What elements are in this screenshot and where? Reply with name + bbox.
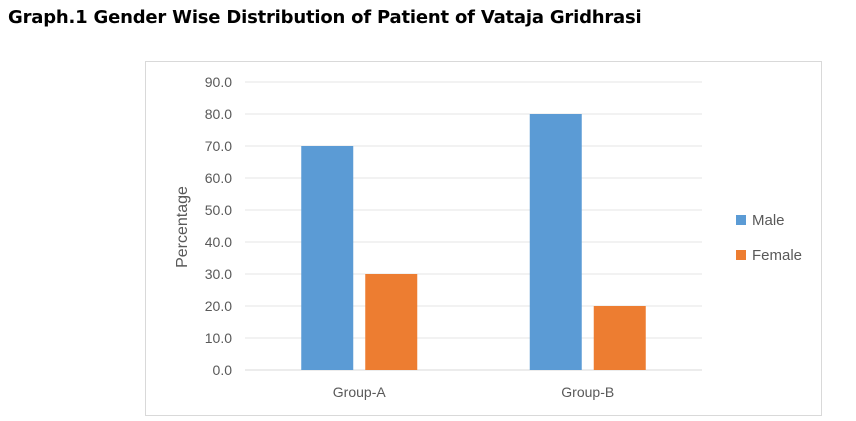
legend-swatch-female (736, 250, 746, 260)
y-axis-label: Percentage (174, 186, 191, 268)
x-axis-ticks: Group-A Group-B (333, 384, 614, 400)
y-tick-label: 20.0 (205, 298, 232, 314)
y-tick-label: 70.0 (205, 138, 232, 154)
legend-swatch-male (736, 215, 746, 225)
legend-label-male: Male (752, 212, 785, 229)
y-tick-label: 40.0 (205, 234, 232, 250)
bar-female-group-b (593, 306, 646, 370)
bar-male-group-a (301, 146, 354, 370)
x-tick-label: Group-A (333, 384, 387, 400)
chart-area (145, 61, 822, 416)
y-tick-label: 90.0 (205, 74, 232, 90)
y-tick-label: 30.0 (205, 266, 232, 282)
y-tick-label: 80.0 (205, 106, 232, 122)
x-tick-label: Group-B (561, 384, 614, 400)
y-tick-label: 10.0 (205, 330, 232, 346)
y-tick-label: 60.0 (205, 170, 232, 186)
y-tick-label: 50.0 (205, 202, 232, 218)
legend: Male Female (736, 212, 802, 264)
bar-female-group-a (365, 274, 418, 370)
page-title: Graph.1 Gender Wise Distribution of Pati… (8, 7, 642, 28)
y-tick-label: 0.0 (213, 362, 233, 378)
legend-label-female: Female (752, 247, 802, 264)
bar-male-group-b (529, 114, 582, 370)
y-axis-ticks: 0.0 10.0 20.0 30.0 40.0 50.0 60.0 70.0 80.0 90.0 (205, 74, 232, 378)
bars (301, 114, 646, 370)
